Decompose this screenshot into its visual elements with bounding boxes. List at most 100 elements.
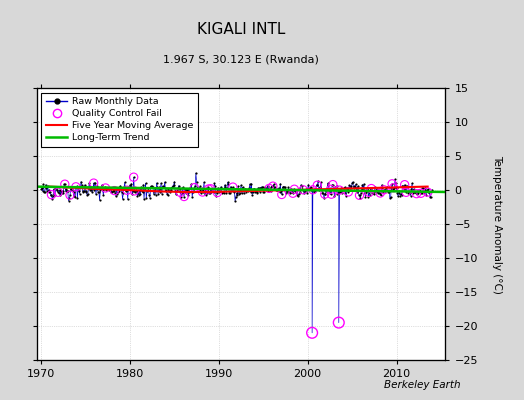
- Point: [344, 189, 353, 195]
- Point: [77, 178, 85, 185]
- Point: [245, 185, 254, 191]
- Point: [227, 188, 236, 194]
- Point: [167, 184, 176, 191]
- Point: [296, 189, 304, 195]
- Point: [178, 190, 186, 196]
- Point: [360, 181, 368, 187]
- Point: [290, 186, 299, 192]
- Point: [158, 190, 166, 197]
- Point: [388, 181, 396, 187]
- Point: [380, 187, 388, 193]
- Point: [267, 183, 276, 190]
- Point: [377, 192, 385, 198]
- Point: [294, 191, 303, 198]
- Point: [46, 189, 54, 195]
- Point: [382, 185, 390, 192]
- Point: [357, 190, 365, 197]
- Point: [99, 192, 107, 198]
- Point: [203, 190, 211, 196]
- Point: [361, 190, 369, 196]
- Point: [95, 197, 104, 204]
- Point: [361, 193, 369, 200]
- Point: [141, 180, 150, 186]
- Point: [110, 188, 118, 194]
- Point: [78, 182, 86, 188]
- Point: [283, 187, 291, 194]
- Point: [61, 181, 69, 187]
- Point: [358, 181, 367, 188]
- Point: [373, 186, 381, 192]
- Point: [326, 186, 335, 192]
- Point: [242, 188, 250, 195]
- Point: [307, 184, 315, 190]
- Point: [176, 186, 184, 192]
- Point: [169, 182, 178, 188]
- Point: [155, 184, 163, 190]
- Point: [359, 185, 367, 191]
- Point: [104, 186, 112, 192]
- Point: [428, 186, 436, 193]
- Point: [336, 188, 344, 195]
- Point: [144, 187, 152, 193]
- Point: [394, 193, 402, 199]
- Point: [221, 182, 229, 188]
- Point: [103, 184, 111, 191]
- Point: [54, 189, 62, 196]
- Point: [108, 188, 116, 195]
- Point: [337, 190, 346, 196]
- Point: [131, 189, 139, 195]
- Point: [318, 187, 326, 194]
- Point: [414, 187, 423, 193]
- Point: [271, 184, 279, 190]
- Point: [45, 187, 53, 193]
- Point: [332, 186, 340, 193]
- Point: [160, 184, 168, 190]
- Point: [244, 188, 252, 194]
- Point: [317, 179, 325, 186]
- Point: [350, 185, 358, 192]
- Point: [190, 184, 199, 191]
- Point: [374, 190, 382, 196]
- Point: [407, 185, 416, 192]
- Point: [113, 190, 122, 197]
- Point: [101, 185, 110, 191]
- Point: [129, 174, 138, 180]
- Point: [362, 189, 370, 195]
- Point: [401, 185, 410, 191]
- Point: [261, 184, 270, 191]
- Point: [127, 180, 136, 187]
- Point: [233, 190, 241, 196]
- Point: [389, 184, 398, 191]
- Point: [339, 188, 347, 194]
- Point: [375, 188, 383, 194]
- Point: [264, 188, 272, 194]
- Point: [390, 185, 398, 192]
- Point: [129, 174, 138, 180]
- Point: [150, 188, 159, 194]
- Point: [193, 185, 202, 191]
- Point: [235, 190, 243, 197]
- Point: [352, 181, 360, 188]
- Point: [267, 188, 275, 194]
- Point: [72, 184, 80, 190]
- Point: [348, 180, 356, 186]
- Point: [101, 185, 110, 191]
- Point: [302, 186, 310, 192]
- Point: [344, 189, 353, 195]
- Point: [139, 182, 147, 188]
- Point: [307, 187, 315, 194]
- Point: [216, 186, 224, 192]
- Point: [61, 188, 70, 194]
- Point: [269, 183, 277, 189]
- Point: [88, 189, 96, 196]
- Point: [58, 190, 66, 196]
- Point: [154, 190, 162, 197]
- Point: [158, 183, 167, 189]
- Point: [335, 187, 344, 193]
- Point: [351, 184, 359, 190]
- Point: [143, 188, 151, 194]
- Point: [403, 182, 411, 189]
- Point: [81, 189, 90, 196]
- Point: [281, 186, 290, 192]
- Point: [201, 191, 209, 197]
